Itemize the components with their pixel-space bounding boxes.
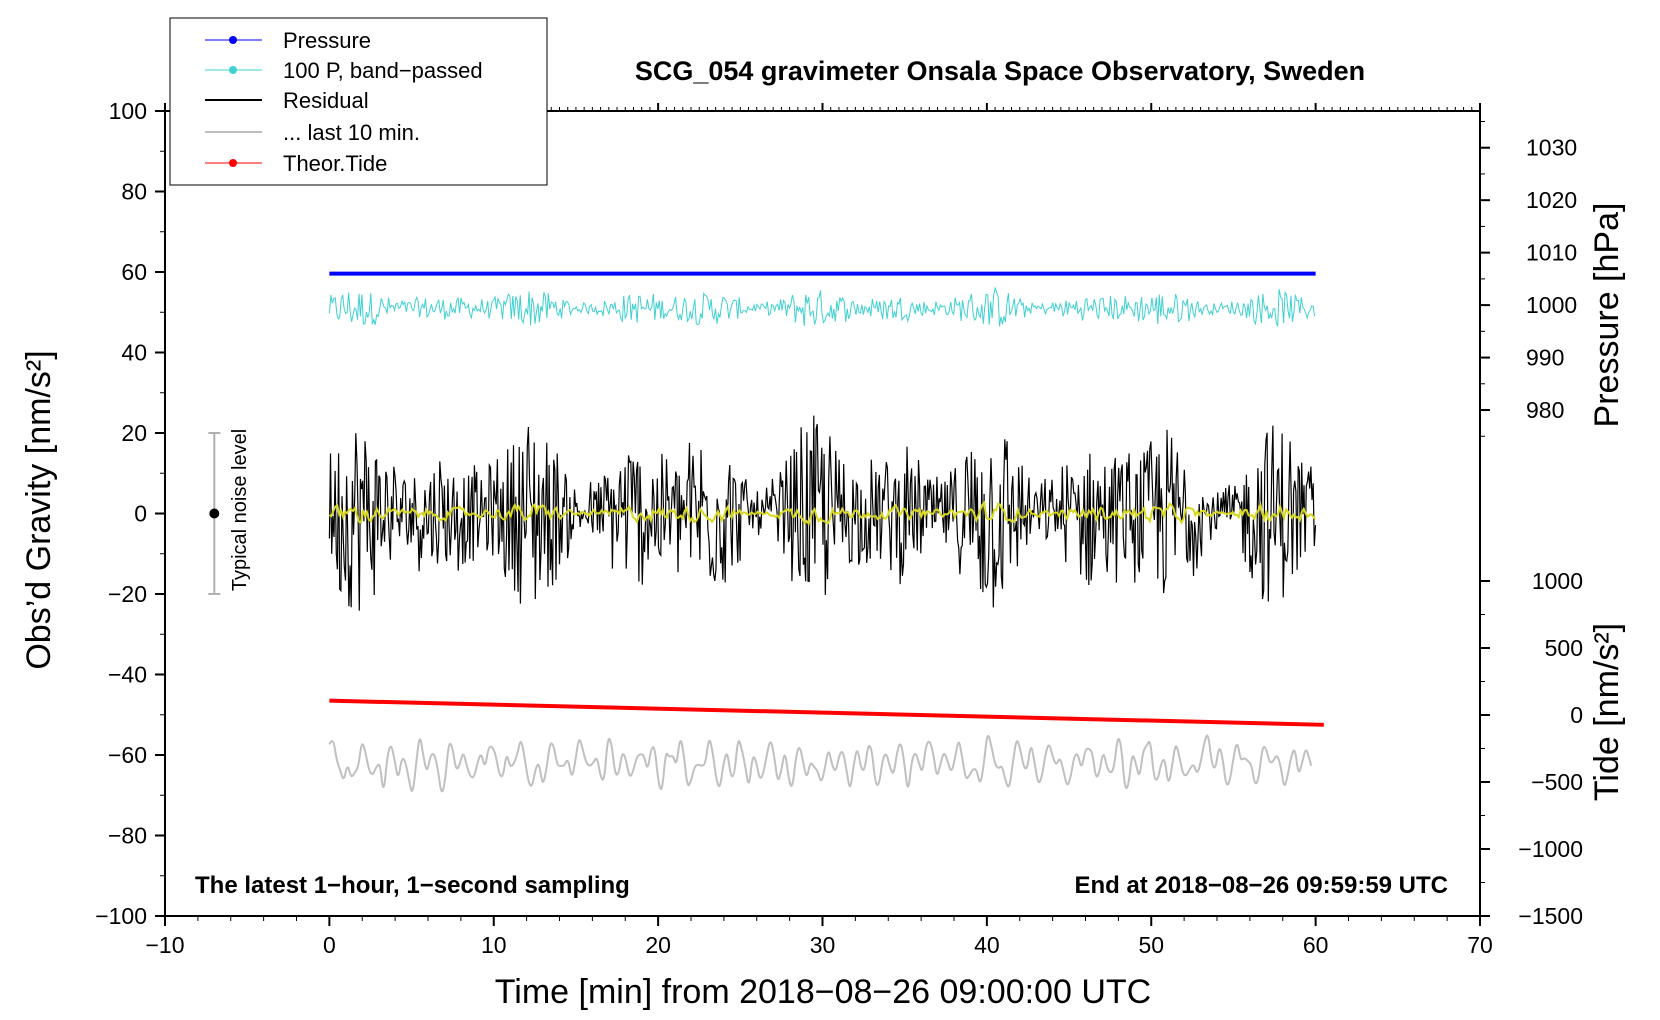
legend-entry-residual: Residual bbox=[205, 88, 369, 113]
x-tick-label: 0 bbox=[323, 932, 336, 958]
y-tick-label: 100 bbox=[109, 98, 147, 124]
legend-entry-last-10-min: ... last 10 min. bbox=[205, 120, 420, 145]
legend-label-residual: Residual bbox=[283, 88, 369, 113]
axes-layer: −10 0 10 20 30 40 50 60 70−100−80−60−40−20020406… bbox=[95, 98, 1583, 958]
y-tick-label: −20 bbox=[108, 581, 147, 607]
legend-entry-theor-tide: Theor.Tide bbox=[205, 151, 387, 176]
x-axis-title: Time [min] from 2018−08−26 09:00:00 UTC bbox=[495, 973, 1151, 1011]
legend-entry-pressure: Pressure bbox=[205, 28, 371, 53]
tide-tick-label: 1000 bbox=[1532, 568, 1583, 594]
legend-entry-band-passed: 100 P, band−passed bbox=[205, 58, 483, 83]
x-tick-label: 40 bbox=[974, 932, 1000, 958]
pressure-tick-label: 990 bbox=[1526, 345, 1564, 371]
pressure-tick-label: 1000 bbox=[1526, 292, 1577, 318]
y-tick-label: 60 bbox=[121, 259, 147, 285]
end-time-note: End at 2018−08−26 09:59:59 UTC bbox=[1074, 872, 1448, 899]
y-tick-label: −40 bbox=[108, 662, 147, 688]
tide-tick-label: 500 bbox=[1545, 635, 1583, 661]
chart-title: SCG_054 gravimeter Onsala Space Observat… bbox=[635, 56, 1365, 86]
tide-axis-title: Tide [nm/s²] bbox=[1588, 623, 1626, 801]
x-tick-label: 60 bbox=[1303, 932, 1329, 958]
pressure-tick-label: 1010 bbox=[1526, 240, 1577, 266]
tide-tick-label: −500 bbox=[1531, 769, 1583, 795]
y-tick-label: 80 bbox=[121, 179, 147, 205]
y-tick-label: 0 bbox=[134, 501, 147, 527]
series-last-10-min bbox=[328, 734, 1313, 793]
series-band-passed bbox=[328, 286, 1316, 327]
series-residual bbox=[328, 415, 1317, 611]
y-tick-label: 20 bbox=[121, 420, 147, 446]
legend-marker-band-passed bbox=[229, 66, 237, 74]
y-tick-label: −60 bbox=[108, 742, 147, 768]
legend-marker-theor-tide bbox=[229, 159, 237, 167]
x-tick-label: 50 bbox=[1138, 932, 1164, 958]
legend-box bbox=[169, 17, 548, 186]
y-axis-title: Obs’d Gravity [nm/s²] bbox=[20, 350, 58, 669]
x-tick-label: 10 bbox=[481, 932, 507, 958]
pressure-tick-label: 1020 bbox=[1526, 187, 1577, 213]
y-tick-label: 40 bbox=[121, 340, 147, 366]
tide-tick-label: −1000 bbox=[1518, 836, 1583, 862]
legend-label-band-passed: 100 P, band−passed bbox=[283, 58, 483, 83]
legend-label-theor-tide: Theor.Tide bbox=[283, 151, 387, 176]
tide-tick-label: −1500 bbox=[1518, 903, 1583, 929]
noise-level-label: Typical noise level bbox=[229, 429, 251, 591]
tide-tick-label: 0 bbox=[1570, 702, 1583, 728]
series-theor-tide bbox=[329, 698, 1324, 727]
y-tick-label: −80 bbox=[108, 823, 147, 849]
series-residual-smoothed bbox=[328, 500, 1317, 527]
x-tick-label: −10 bbox=[145, 932, 184, 958]
legend-label-last-10-min: ... last 10 min. bbox=[283, 120, 420, 145]
pressure-tick-label: 1030 bbox=[1526, 135, 1577, 161]
series-layer bbox=[328, 271, 1324, 793]
x-tick-label: 30 bbox=[810, 932, 836, 958]
legend-label-pressure: Pressure bbox=[283, 28, 371, 53]
pressure-tick-label: 980 bbox=[1526, 397, 1564, 423]
noise-bar-center bbox=[209, 508, 220, 519]
legend-marker-pressure bbox=[229, 36, 237, 44]
x-tick-label: 20 bbox=[645, 932, 671, 958]
pressure-axis-title: Pressure [hPa] bbox=[1588, 203, 1626, 428]
y-tick-label: −100 bbox=[95, 903, 147, 929]
x-tick-label: 70 bbox=[1467, 932, 1493, 958]
sampling-note: The latest 1−hour, 1−second sampling bbox=[195, 872, 630, 899]
legend: Pressure 100 P, band−passed Residual ...… bbox=[169, 17, 548, 186]
